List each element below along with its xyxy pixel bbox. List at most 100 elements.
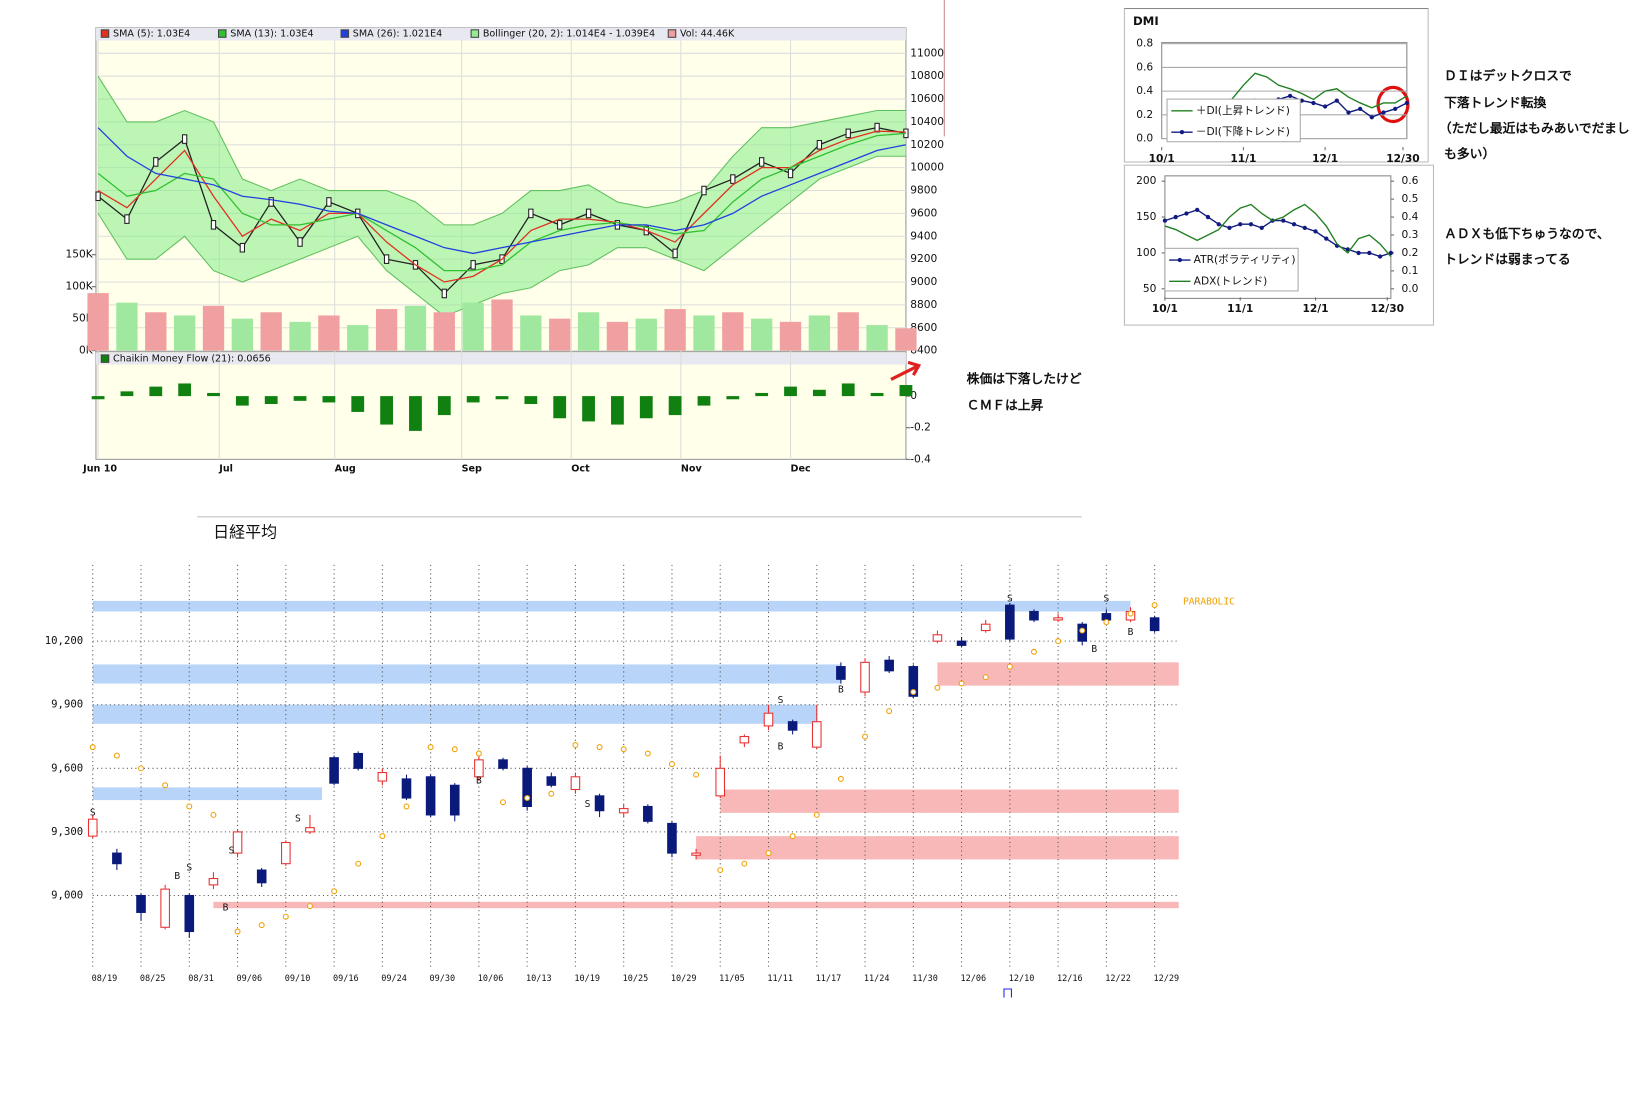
candle-body (787, 721, 798, 731)
y-tick-label: 8600 (910, 321, 937, 334)
parabolic-point (741, 860, 748, 867)
parabolic-point (1103, 619, 1110, 626)
legend-label: －DI(下降トレンド) (1196, 125, 1290, 138)
series-point (1173, 214, 1178, 220)
y-tick-label: 0.2 (1136, 108, 1153, 121)
marker (1003, 988, 1012, 998)
price-point (672, 248, 678, 259)
legend-box (1164, 247, 1299, 292)
candle-body (87, 818, 98, 837)
price-point (181, 134, 188, 144)
annotation: も多い） (1444, 146, 1495, 162)
series-point (1346, 110, 1351, 115)
series-point (1358, 106, 1363, 112)
parabolic-point (451, 746, 458, 753)
y-tick-label: 9600 (910, 206, 937, 219)
cmf-bar (870, 392, 884, 397)
y-tick-label: -0.2 (910, 421, 931, 434)
x-tick-label: 10/1 (1149, 152, 1175, 165)
volume-bar (231, 318, 253, 351)
volume-bar (606, 321, 629, 351)
legend-label: ATR(ボラティリティ) (1194, 253, 1296, 266)
cmf-bar (322, 396, 336, 403)
series-line (1231, 72, 1408, 109)
price-point (816, 139, 823, 150)
candle-body (401, 778, 412, 799)
series-point (1184, 211, 1189, 216)
zone (92, 704, 817, 724)
x-tick-label: Aug (335, 463, 356, 474)
series-point (1334, 98, 1339, 103)
volume-bar (577, 312, 600, 351)
parabolic-point (1151, 602, 1158, 609)
legend-label: SMA (5): 1.03E4 (113, 29, 190, 40)
cmf-bar (91, 396, 105, 400)
x-tick-label: 12/30 (1371, 302, 1405, 315)
legend-label: Bollinger (20, 2): 1.014E4 - 1.039E4 (483, 29, 655, 40)
volume-bar (462, 302, 484, 351)
parabolic-point (789, 833, 796, 840)
parabolic-point (234, 928, 241, 935)
candle-body (594, 795, 605, 812)
cmf-bar (120, 391, 134, 397)
volume-bar (866, 325, 888, 351)
candle-body (305, 827, 315, 833)
x-tick-label: 11/1 (1227, 302, 1253, 315)
x-tick-label: 10/25 (623, 974, 649, 984)
y-tick-label: 50 (1143, 282, 1157, 295)
parabolic-point (620, 746, 627, 753)
series-point (1162, 218, 1168, 223)
candle-body (932, 634, 943, 642)
legend-swatch (100, 29, 110, 38)
volume-bar (837, 312, 859, 351)
volume-bar (808, 315, 831, 351)
volume-bar (635, 318, 657, 351)
parabolic-point (186, 803, 193, 810)
x-tick-label: 11/05 (719, 974, 745, 984)
x-tick-label: Dec (791, 463, 811, 474)
signal-label: B (1128, 627, 1134, 638)
volume-bar (693, 315, 715, 351)
y2-tick-label: 0.3 (1402, 228, 1419, 241)
y-tick-label: 10000 (910, 161, 944, 174)
cmf-bar (207, 392, 220, 397)
price-point (441, 288, 447, 299)
y2-tick-label: 150K (65, 248, 93, 261)
candle-body (184, 894, 195, 933)
series-point (1259, 225, 1264, 230)
legend-box (1166, 98, 1301, 143)
price-point (297, 237, 303, 247)
parabolic-point (1055, 638, 1062, 645)
x-tick-label: 09/16 (333, 974, 359, 984)
candle-body (1149, 617, 1160, 632)
parabolic-point (1127, 610, 1134, 617)
price-point (383, 254, 390, 264)
parabolic-point (934, 684, 941, 691)
volume-bar (87, 293, 109, 351)
y-tick-label: 200 (1136, 174, 1157, 187)
y-tick-label: 100 (1136, 246, 1157, 259)
signal-label: S (295, 814, 301, 825)
parabolic-point (210, 811, 217, 818)
x-tick-label: 10/19 (574, 974, 600, 984)
series-point (1388, 250, 1393, 256)
candle-body (208, 877, 219, 886)
parabolic-point (717, 867, 724, 874)
y-tick-label: 9000 (910, 275, 937, 288)
x-tick-label: 10/1 (1152, 302, 1178, 315)
chart-title: DMI (1133, 14, 1159, 28)
volume-bar (116, 302, 138, 351)
annotation: ＤＩはデットクロスで (1444, 68, 1572, 84)
annotation: トレンドは弱まってる (1444, 252, 1571, 268)
y-tick-label: 11000 (910, 46, 944, 59)
legend-label: ADX(トレンド) (1194, 274, 1268, 287)
cmf-bar (899, 385, 913, 397)
parabolic-point (765, 850, 772, 857)
x-tick-label: 12/16 (1057, 974, 1083, 984)
parabolic-point (475, 750, 482, 757)
y-tick-label: 9200 (910, 252, 937, 265)
candle-body (715, 767, 726, 797)
series-point (1311, 100, 1316, 106)
parabolic-point (500, 799, 507, 806)
legend-marker (1179, 130, 1185, 135)
